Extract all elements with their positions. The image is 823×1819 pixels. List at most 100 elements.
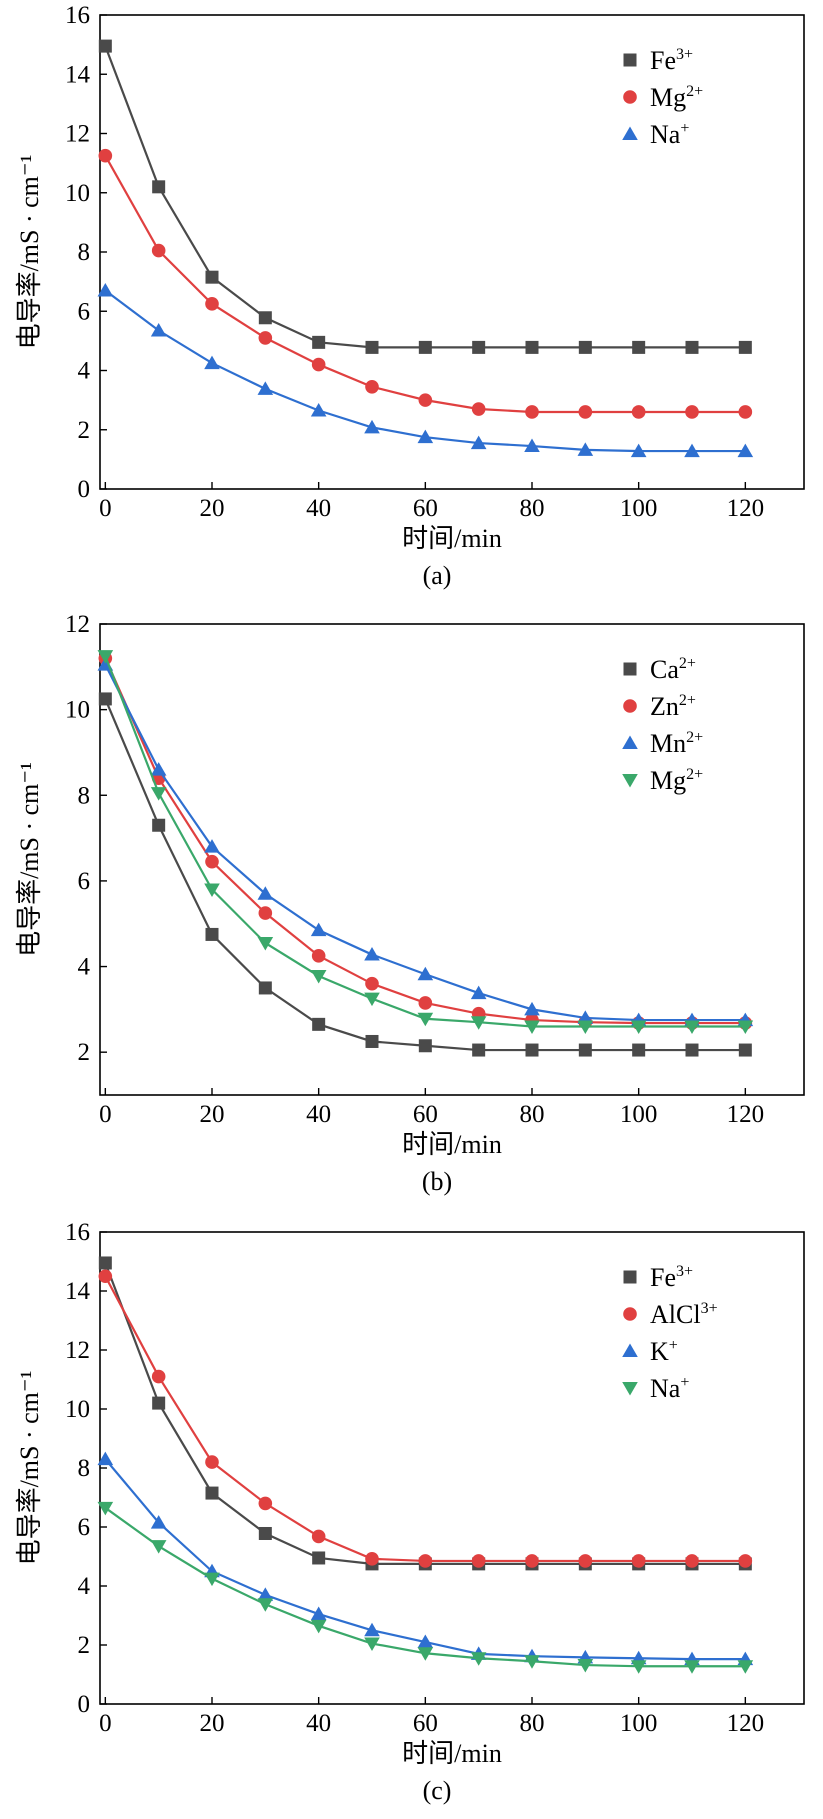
legend-label: Na+	[650, 1374, 689, 1403]
data-point-mn	[204, 839, 220, 853]
panel-c: 0 20 40 60 80 100 120 0 2 4 6 8 10 12 14 16 时间/min 电导率/mS…	[15, 1219, 805, 1805]
data-point-alcl	[418, 1554, 433, 1568]
data-point-na	[524, 1655, 540, 1669]
data-point-zn	[205, 854, 219, 869]
y-tick-label: 10	[65, 697, 90, 724]
data-point-alcl	[365, 1552, 379, 1566]
data-point-na	[630, 443, 647, 458]
data-point-fe	[98, 1256, 112, 1270]
x-tick-label: 0	[99, 1101, 112, 1128]
legend-label: Ca2+	[650, 655, 696, 684]
legend-marker-mg	[622, 774, 638, 788]
data-point-na	[417, 429, 434, 444]
legend-ion-name: Mn	[650, 729, 686, 758]
data-point-alcl	[151, 1369, 166, 1384]
panel-label: (c)	[423, 1776, 452, 1805]
legend-marker-mg	[623, 90, 637, 104]
y-tick-label: 6	[78, 1514, 91, 1541]
series-line-mg	[104, 155, 746, 414]
y-tick-label: 16	[65, 2, 90, 29]
legend-label: Fe3+	[650, 1263, 693, 1292]
x-tick-label: 0	[99, 1710, 112, 1737]
data-point-na	[630, 1660, 647, 1674]
legend-ion-charge: +	[680, 1374, 689, 1391]
data-point-ca	[738, 1043, 752, 1057]
x-tick-label: 120	[727, 1101, 765, 1128]
y-tick-label: 10	[65, 180, 90, 207]
data-point-ca	[312, 1017, 326, 1031]
data-point-mg	[525, 405, 539, 419]
legend-ion-charge: +	[680, 120, 689, 137]
data-point-alcl	[258, 1496, 273, 1511]
legend-ion-charge: +	[669, 1337, 678, 1354]
x-axis-label: 时间/min	[402, 1130, 502, 1159]
data-point-mg	[684, 1020, 700, 1034]
legend-marker-na	[622, 126, 638, 140]
legend-ion-charge: 3+	[701, 1300, 718, 1317]
data-point-fe	[365, 340, 379, 354]
y-tick-label: 8	[78, 782, 91, 809]
legend-ion-charge: 3+	[676, 1263, 693, 1280]
data-point-alcl	[311, 1529, 326, 1544]
legend-label: AlCl3+	[650, 1300, 718, 1329]
data-point-fe	[258, 311, 272, 325]
data-point-fe	[578, 340, 592, 354]
data-point-mg	[737, 1020, 754, 1034]
data-point-fe	[685, 340, 699, 354]
legend-marker-fe	[623, 1270, 637, 1284]
panel-a: 0 20 40 60 80 100 120 0 2 4 6 8 10 12 14 16 时间/min 电导率/mS…	[15, 2, 805, 590]
panel-label: (b)	[422, 1167, 452, 1196]
panel-b: 0 20 40 60 80 100 120 2 4 6 8 10 12 时间/min 电导率/mS · cm…	[15, 611, 805, 1196]
x-tick-label: 100	[620, 1710, 658, 1737]
y-tick-label: 12	[65, 611, 90, 638]
data-point-na	[577, 442, 594, 456]
data-point-mg	[470, 1016, 487, 1030]
data-point-mg	[365, 379, 379, 394]
y-tick-label: 16	[65, 1219, 90, 1246]
y-tick-label: 4	[78, 1573, 91, 1600]
data-point-k	[417, 1634, 434, 1649]
y-axis-label: 电导率/mS · cm⁻¹	[15, 1371, 44, 1566]
y-tick-label: 2	[78, 1039, 91, 1066]
y-tick-label: 2	[78, 1632, 91, 1659]
x-axis-label: 时间/min	[402, 524, 502, 553]
legend-ion-name: Fe	[650, 46, 676, 75]
y-tick-label: 12	[65, 121, 90, 148]
data-point-fe	[312, 1551, 326, 1565]
data-point-mg	[471, 402, 486, 416]
data-point-na	[470, 435, 487, 450]
data-point-na	[150, 1540, 167, 1554]
data-point-mn	[524, 1001, 540, 1016]
data-point-fe	[258, 1526, 272, 1540]
legend-marker-k	[622, 1343, 638, 1357]
data-point-na	[204, 1572, 220, 1587]
legend-ion-name: Zn	[650, 692, 679, 721]
y-tick-label: 6	[78, 298, 91, 325]
legend-marker-alcl	[623, 1307, 637, 1321]
data-point-na	[684, 443, 700, 458]
legend-ion-name: AlCl	[650, 1300, 701, 1329]
y-tick-label: 0	[78, 1691, 91, 1718]
legend-ion-charge: 3+	[676, 46, 693, 63]
data-point-alcl	[631, 1554, 646, 1568]
x-axis-label: 时间/min	[402, 1739, 502, 1768]
data-point-mg	[150, 787, 167, 801]
data-point-k	[364, 1622, 380, 1637]
panel-label: (a)	[423, 561, 452, 590]
data-point-mg	[738, 405, 753, 419]
legend-marker-mn	[622, 735, 638, 749]
data-point-alcl	[98, 1269, 113, 1284]
legend-label: Mg2+	[650, 83, 703, 112]
data-point-mg	[577, 1020, 594, 1034]
y-axis-label: 电导率/mS · cm⁻¹	[15, 762, 44, 957]
data-point-na	[684, 1660, 700, 1674]
data-point-na	[257, 381, 274, 395]
data-point-mg	[205, 297, 219, 311]
legend-label: Na+	[650, 120, 689, 149]
data-point-mg	[524, 1020, 540, 1034]
x-tick-label: 120	[727, 1710, 765, 1737]
data-point-ca	[578, 1043, 592, 1057]
data-point-na	[150, 323, 167, 337]
data-point-na	[737, 1660, 754, 1674]
